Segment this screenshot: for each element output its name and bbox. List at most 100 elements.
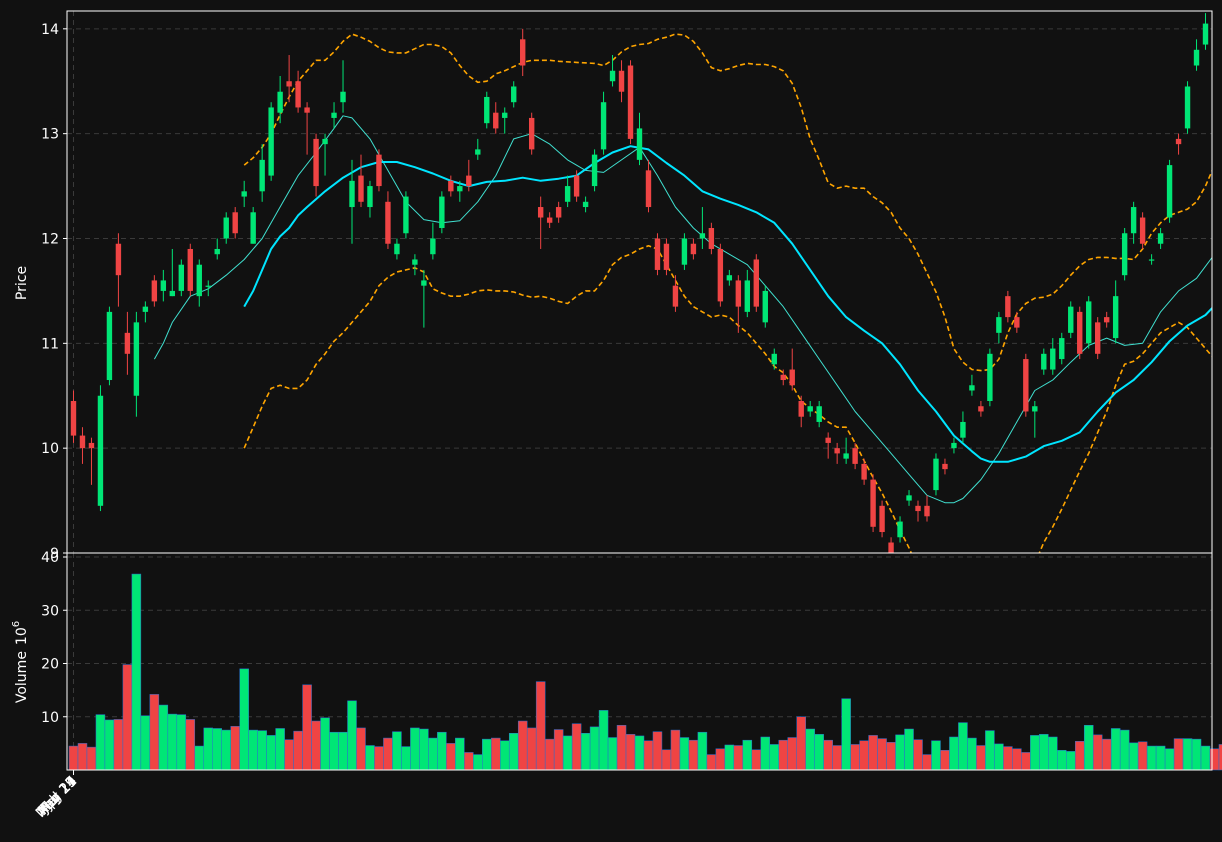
candle-body xyxy=(1166,165,1173,218)
candle-body xyxy=(1032,406,1038,412)
volume-bar xyxy=(913,739,923,771)
candle-body xyxy=(313,138,319,187)
candle xyxy=(1103,311,1110,328)
candle-body xyxy=(609,70,616,82)
candle xyxy=(196,259,202,307)
volume-bar xyxy=(508,733,519,771)
candle-body xyxy=(1041,353,1047,370)
volume-tick-label: 40 xyxy=(41,550,59,566)
candle-body xyxy=(412,259,418,265)
candle xyxy=(906,490,912,506)
candle xyxy=(834,442,840,464)
candle-body xyxy=(951,442,957,449)
candle-body xyxy=(960,421,966,438)
candle xyxy=(546,212,553,229)
candle-body xyxy=(870,479,876,527)
candle-body xyxy=(807,406,813,412)
volume-axis-label-base: 10 xyxy=(14,627,30,645)
candle xyxy=(448,175,454,197)
candle xyxy=(97,385,104,512)
candle-body xyxy=(735,280,742,307)
volume-panel-frame xyxy=(66,552,1213,771)
candle-body xyxy=(1202,23,1209,45)
candle xyxy=(511,81,517,108)
candle xyxy=(582,196,589,213)
candle xyxy=(744,269,751,318)
candle-body xyxy=(1023,359,1029,412)
candle xyxy=(115,233,122,307)
volume-bar xyxy=(967,737,977,771)
candle-body xyxy=(888,542,894,553)
volume-bar xyxy=(931,740,941,771)
candle-body xyxy=(304,107,310,113)
candle-body xyxy=(295,81,301,108)
candle-body xyxy=(1121,233,1128,276)
volume-bar xyxy=(724,744,735,771)
candle xyxy=(717,243,724,307)
candle xyxy=(358,154,364,208)
candle-body xyxy=(897,521,903,538)
candle-body xyxy=(933,458,939,491)
volume-bar xyxy=(104,719,115,771)
candle-body xyxy=(744,280,751,312)
candle xyxy=(385,191,391,249)
candle-body xyxy=(627,65,634,139)
volume-bar xyxy=(1057,750,1067,771)
candle-body xyxy=(475,149,481,155)
candle xyxy=(421,269,427,328)
candle xyxy=(250,207,256,244)
volume-bar xyxy=(383,737,393,771)
candle-body xyxy=(708,228,715,249)
bollinger-bands xyxy=(243,33,1212,553)
candle-body xyxy=(906,495,912,501)
price-tick-label: 10 xyxy=(41,441,59,457)
candle xyxy=(412,254,418,276)
volume-bar xyxy=(571,723,582,771)
candle-body xyxy=(70,400,77,436)
volume-bar xyxy=(544,738,555,771)
candle-body xyxy=(816,406,822,422)
candle xyxy=(88,437,95,485)
candle xyxy=(1050,338,1056,375)
price-tick-label: 11 xyxy=(41,336,59,352)
candle xyxy=(322,133,328,176)
candle xyxy=(475,138,481,160)
candle xyxy=(286,55,292,103)
candle xyxy=(1175,133,1182,155)
volume-tick-label: 30 xyxy=(41,603,59,619)
volume-bar xyxy=(715,748,726,771)
candle-body xyxy=(564,186,571,202)
candle xyxy=(1184,81,1191,134)
volume-bar xyxy=(1119,729,1130,771)
candle xyxy=(349,159,355,244)
volume-bar xyxy=(338,731,348,771)
candle-body xyxy=(169,290,176,297)
volume-axis-label-text: Volume xyxy=(14,651,30,703)
volume-bar xyxy=(697,731,708,771)
candle-body xyxy=(1086,301,1092,344)
candle-body xyxy=(142,306,149,312)
volume-bar xyxy=(1101,738,1112,771)
candle-body xyxy=(924,505,930,517)
volume-bar xyxy=(293,730,303,771)
volume-bar xyxy=(652,731,663,771)
volume-bar xyxy=(194,745,205,771)
candle xyxy=(654,233,661,276)
volume-bar xyxy=(670,729,681,771)
candle xyxy=(672,275,679,312)
volume-bar xyxy=(257,730,267,771)
volume-bar xyxy=(1083,725,1094,771)
volume-bar xyxy=(823,739,833,771)
candle xyxy=(394,238,400,260)
candle xyxy=(277,75,283,124)
candle-body xyxy=(448,180,454,192)
volume-bar xyxy=(311,720,321,771)
candle-body xyxy=(403,196,409,234)
candle xyxy=(897,516,903,543)
volume-bar xyxy=(464,752,474,771)
candle-body xyxy=(1005,296,1011,318)
candle xyxy=(888,537,894,553)
candle-body xyxy=(852,448,858,464)
candle xyxy=(142,301,149,323)
